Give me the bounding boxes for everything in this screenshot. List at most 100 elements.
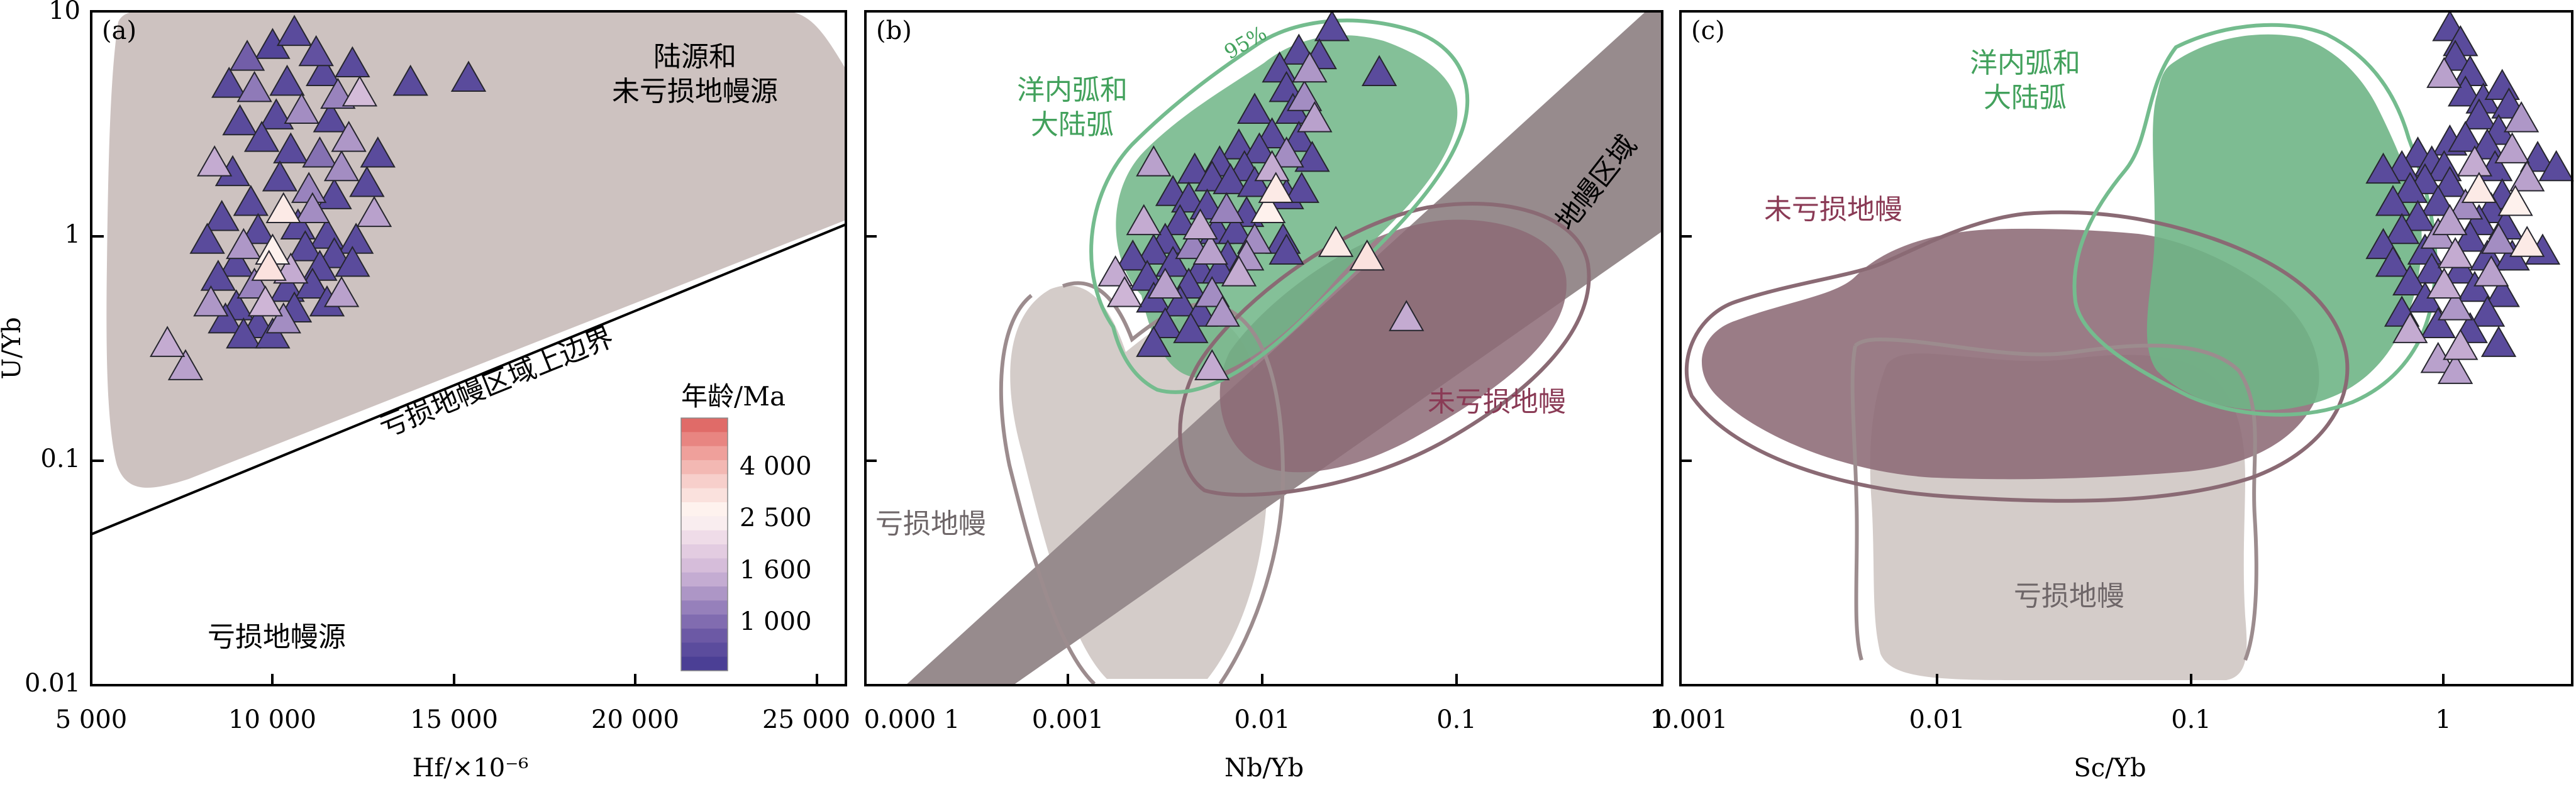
- data-point-triangle: [1147, 307, 1183, 338]
- y-axis-b: [865, 235, 877, 462]
- panel-b-frame: [864, 10, 1663, 686]
- data-point-triangle: [306, 55, 341, 86]
- data-point-triangle: [204, 200, 240, 231]
- data-point-triangle: [2432, 165, 2468, 197]
- colorbar-swatch: [681, 642, 728, 658]
- data-point-triangle: [1177, 152, 1213, 184]
- colorbar-swatch: [681, 600, 728, 615]
- data-point-triangle: [2437, 237, 2473, 268]
- y-tick-label: 10: [48, 0, 80, 25]
- data-point-triangle: [1115, 239, 1151, 271]
- colorbar-frame: [680, 417, 728, 671]
- data-point-triangle: [211, 67, 247, 98]
- data-point-triangle: [302, 136, 338, 168]
- data-point-triangle: [2375, 245, 2411, 277]
- panel-a: 0.01 0.1 1 10 U/Yb 5 000 10 000 15 000 2…: [0, 0, 850, 783]
- data-point-triangle: [2480, 326, 2517, 357]
- colorbar-swatch: [681, 558, 728, 573]
- panel-label-a: (a): [102, 16, 136, 45]
- data-point-triangle: [2420, 185, 2456, 216]
- data-point-triangle: [2503, 101, 2540, 133]
- data-point-triangle: [200, 260, 236, 291]
- data-point-triangle: [1204, 295, 1240, 327]
- data-point-triangle: [167, 349, 204, 380]
- data-point-triangle: [222, 104, 258, 136]
- data-point-triangle: [2375, 185, 2411, 216]
- data-point-triangle: [331, 121, 367, 152]
- data-point-triangle: [193, 285, 229, 317]
- x-tick-label-c: 0.01: [1909, 705, 1965, 734]
- data-point-triangle: [2457, 270, 2493, 302]
- data-point-triangle: [1292, 51, 1328, 83]
- data-point-triangle: [1284, 172, 1319, 203]
- lower-field-label: 亏损地幔源: [208, 621, 346, 653]
- data-point-triangle: [196, 145, 233, 177]
- x-axis-title-c: Sc/Yb: [2074, 754, 2146, 783]
- panel-a-frame: [90, 10, 847, 686]
- data-point-triangle: [1361, 55, 1397, 86]
- data-point-triangle: [280, 208, 316, 239]
- panel-a-points: [149, 14, 487, 380]
- data-point-triangle: [2443, 329, 2479, 360]
- data-point-triangle: [1182, 208, 1218, 239]
- data-point-triangle: [1221, 128, 1257, 160]
- panel-b-arc-outline: [1089, 18, 1470, 394]
- data-point-triangle: [262, 160, 298, 192]
- data-point-triangle: [1162, 204, 1198, 236]
- data-point-triangle: [294, 192, 331, 224]
- data-point-triangle: [1258, 172, 1294, 203]
- arc-label-c-2: 大陆弧: [1984, 82, 2067, 114]
- colorbar-swatch: [681, 502, 728, 517]
- x-axis-title-a: Hf/×10⁻⁶: [413, 754, 529, 783]
- data-point-triangle: [1173, 312, 1209, 343]
- data-point-triangle: [149, 326, 186, 357]
- colorbar-swatch: [681, 614, 728, 629]
- contour-95-label: 95%: [1220, 21, 1271, 63]
- upper-field-label-2: 未亏损地幔源: [612, 75, 778, 107]
- data-point-triangle: [233, 185, 269, 216]
- data-point-triangle: [240, 212, 276, 245]
- data-point-triangle: [276, 14, 313, 47]
- x-tick-label-b: 0.1: [1436, 705, 1477, 734]
- data-point-triangle: [450, 60, 487, 92]
- colorbar-tick-label: 4 000: [740, 452, 812, 481]
- data-point-triangle: [316, 237, 352, 268]
- data-point-triangle: [1297, 101, 1333, 133]
- depleted-boundary-line: [91, 223, 847, 536]
- data-point-triangle: [1162, 285, 1198, 317]
- data-point-triangle: [392, 64, 428, 96]
- data-point-triangle: [1213, 163, 1248, 194]
- data-point-triangle: [2519, 140, 2556, 172]
- undepleted-label-c: 未亏损地幔: [1764, 194, 1902, 226]
- data-point-triangle: [265, 302, 301, 334]
- colorbar-swatch: [681, 460, 728, 475]
- data-point-triangle: [189, 223, 225, 254]
- data-point-triangle: [2538, 150, 2574, 182]
- x-tick-label-a: 5 000: [55, 705, 128, 734]
- panel-b-depleted-outline: [999, 281, 1285, 685]
- data-point-triangle: [1241, 132, 1277, 163]
- data-point-triangle: [1136, 326, 1172, 357]
- arc-label-b-1: 洋内弧和: [1017, 74, 1128, 106]
- data-point-triangle: [2443, 252, 2479, 284]
- undepleted-label-b: 未亏损地幔: [1428, 386, 1566, 418]
- data-point-triangle: [2484, 69, 2520, 100]
- data-point-triangle: [1147, 267, 1183, 299]
- panel-b: 0.000 1 0.001 0.01 0.1 1 Nb/Yb (b) 95% 洋…: [864, 10, 1666, 783]
- x-tick-label-c: 1: [2435, 705, 2451, 734]
- data-point-triangle: [1106, 276, 1143, 307]
- panel-label-b: (b): [876, 16, 912, 45]
- x-tick-label-b: 0.001: [1032, 705, 1104, 734]
- data-point-triangle: [1130, 260, 1165, 291]
- data-point-triangle: [258, 98, 294, 129]
- data-point-triangle: [2469, 295, 2506, 327]
- data-point-triangle: [229, 40, 265, 71]
- data-point-triangle: [1294, 140, 1330, 172]
- data-point-triangle: [1221, 255, 1257, 287]
- x-axis-title-b: Nb/Yb: [1224, 754, 1304, 783]
- data-point-triangle: [356, 195, 392, 228]
- panel-label-c: (c): [1691, 16, 1725, 45]
- panel-b-points: [1097, 10, 1424, 380]
- x-tick-label-c: 0.1: [2171, 705, 2211, 734]
- data-point-triangle: [2392, 312, 2428, 343]
